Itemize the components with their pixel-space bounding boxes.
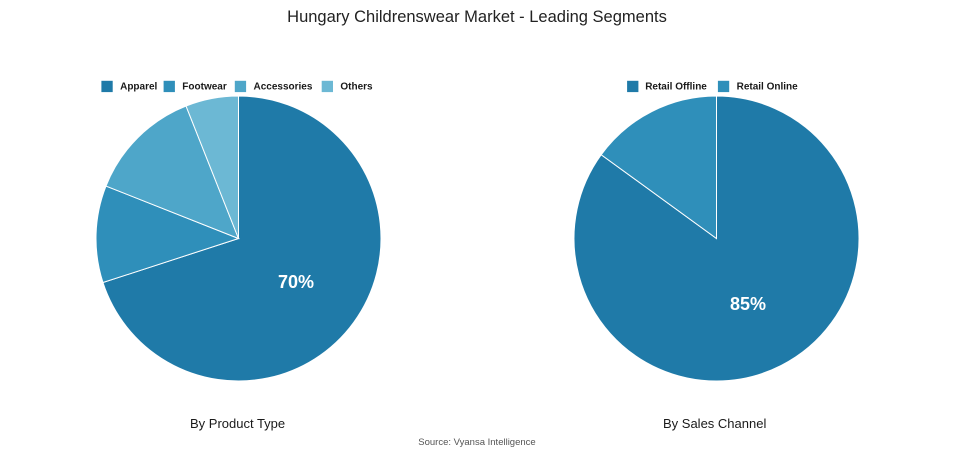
svg-text:Footwear: Footwear <box>182 82 227 93</box>
svg-text:Retail Online: Retail Online <box>737 82 799 93</box>
svg-text:By Sales Channel: By Sales Channel <box>663 416 766 431</box>
svg-text:Accessories: Accessories <box>254 82 313 93</box>
svg-text:Others: Others <box>340 82 373 93</box>
svg-text:Retail Offline: Retail Offline <box>645 82 707 93</box>
svg-text:Source: Vyansa Intelligence: Source: Vyansa Intelligence <box>418 437 535 448</box>
svg-text:Hungary Childrenswear Market -: Hungary Childrenswear Market - Leading S… <box>287 8 667 26</box>
svg-text:By Product Type: By Product Type <box>190 416 285 431</box>
svg-text:Apparel: Apparel <box>120 82 157 93</box>
svg-text:70%: 70% <box>278 272 314 292</box>
svg-text:85%: 85% <box>730 294 766 314</box>
